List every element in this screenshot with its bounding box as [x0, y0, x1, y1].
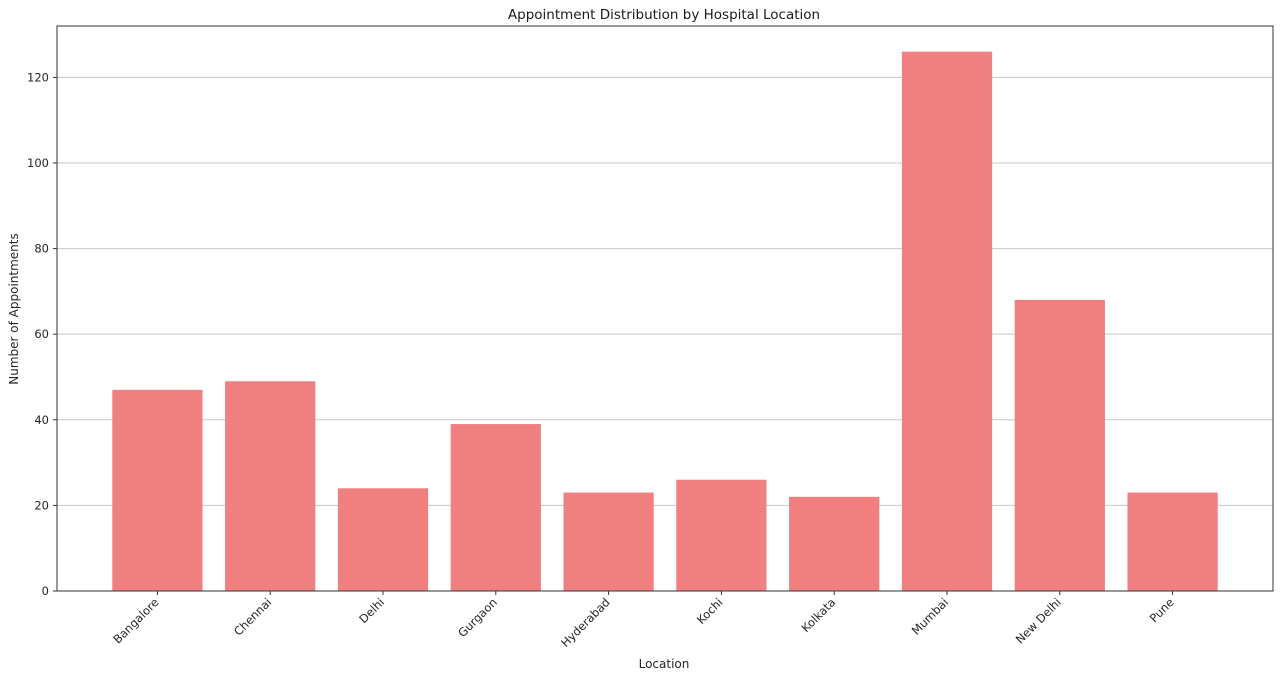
axes — [53, 25, 1274, 595]
x-tick-label: Mumbai — [909, 595, 951, 637]
x-tick-labels: Bangalore Chennai Delhi Gurgaon Hyderabad Koc… — [110, 595, 1176, 650]
x-tick-label: Kolkata — [799, 595, 839, 635]
bar-new-delhi — [1014, 299, 1105, 591]
chart-title: Appointment Distribution by Hospital Loc… — [508, 7, 820, 23]
x-tick-label: Hyderabad — [558, 595, 613, 650]
x-axis-label: Location — [639, 657, 690, 671]
y-tick-label: 100 — [27, 156, 49, 170]
y-tick-label: 40 — [34, 413, 49, 427]
y-tick-label: 60 — [34, 327, 49, 341]
x-tick-label: Delhi — [356, 595, 387, 626]
x-tick-label: Kochi — [694, 595, 726, 627]
x-tick-label: Chennai — [231, 595, 274, 638]
y-tick-label: 20 — [34, 498, 49, 512]
x-tick-label: Bangalore — [110, 595, 161, 646]
y-tick-label: 120 — [27, 70, 49, 84]
x-tick-label: Gurgaon — [455, 595, 500, 640]
y-tick-labels: 0 20 40 60 80 100 120 — [27, 70, 49, 598]
y-tick-label: 80 — [34, 242, 49, 256]
bar-bangalore — [112, 389, 203, 591]
x-tick-label: Pune — [1147, 595, 1177, 625]
bar-mumbai — [901, 51, 993, 591]
bar-pune — [1127, 492, 1218, 591]
bar-chennai — [225, 381, 316, 591]
bar-kochi — [676, 479, 767, 591]
bar-kolkata — [789, 496, 880, 591]
bar-hyderabad — [563, 492, 654, 591]
y-axis-label: Number of Appointments — [7, 233, 21, 384]
y-tick-label: 0 — [42, 584, 49, 598]
bars — [112, 51, 1218, 591]
x-tick-label: New Delhi — [1013, 595, 1064, 646]
plot-frame — [56, 25, 1274, 592]
bar-gurgaon — [450, 424, 541, 591]
bar-delhi — [337, 488, 429, 591]
